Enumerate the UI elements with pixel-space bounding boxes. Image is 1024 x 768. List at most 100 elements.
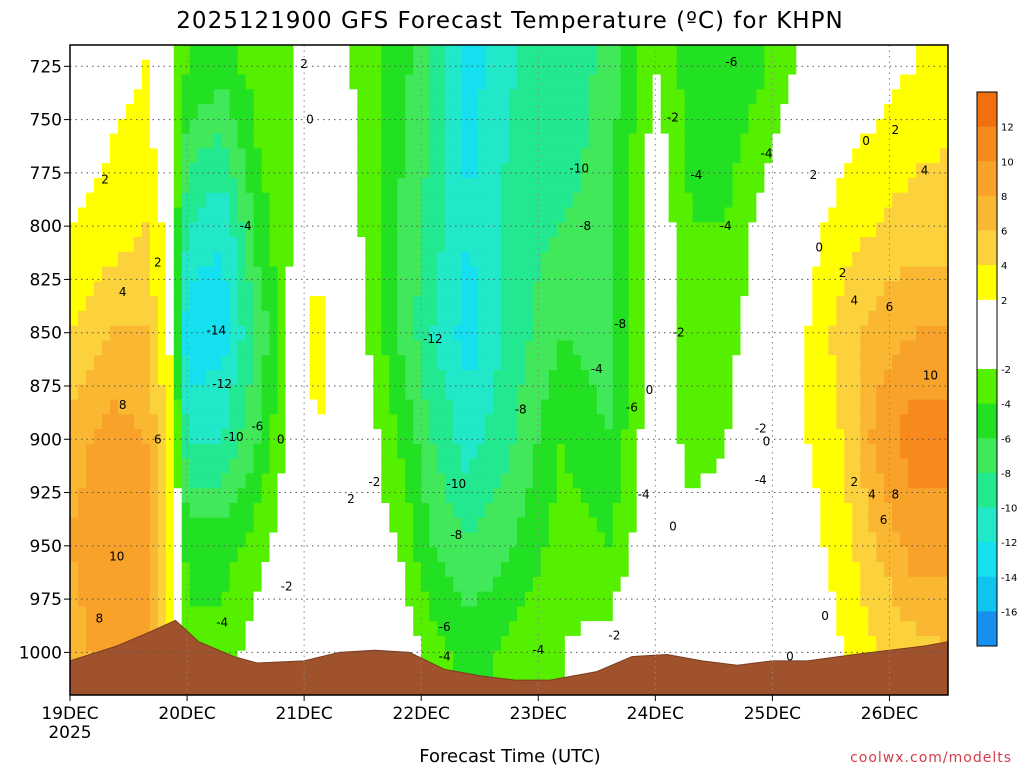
temperature-cell (668, 443, 678, 460)
temperature-cell (70, 163, 79, 179)
temperature-cell (70, 74, 79, 90)
temperature-cell (852, 547, 861, 563)
temperature-cell (149, 296, 159, 312)
temperature-cell (397, 251, 406, 268)
temperature-cell (540, 458, 550, 474)
temperature-cell (93, 104, 103, 120)
temperature-cell (924, 296, 933, 312)
temperature-cell (884, 340, 893, 356)
temperature-cell (429, 325, 438, 342)
temperature-cell (173, 355, 183, 371)
temperature-cell (596, 281, 606, 297)
temperature-cell (820, 296, 829, 312)
temperature-cell (413, 488, 422, 504)
temperature-cell (892, 547, 901, 563)
temperature-cell (668, 503, 678, 519)
temperature-cell (245, 89, 255, 105)
temperature-cell (70, 133, 79, 149)
plot-frame (69, 44, 949, 696)
temperature-cell (828, 591, 837, 607)
temperature-cell (493, 222, 502, 238)
temperature-cell (389, 281, 398, 297)
temperature-cell (732, 621, 742, 637)
temperature-cell (876, 237, 885, 253)
temperature-cell (349, 532, 358, 548)
temperature-cell (572, 59, 582, 76)
temperature-cell (788, 635, 797, 652)
temperature-cell (78, 237, 87, 253)
temperature-cell (804, 443, 813, 460)
temperature-cell (141, 562, 151, 578)
temperature-cell (924, 606, 933, 622)
temperature-cell (389, 503, 398, 519)
temperature-cell (309, 340, 319, 356)
temperature-cell (612, 207, 622, 223)
temperature-cell (125, 163, 135, 179)
temperature-cell (141, 281, 151, 297)
temperature-cell (836, 621, 845, 637)
temperature-cell (421, 370, 430, 386)
temperature-cell (141, 443, 151, 460)
temperature-cell (389, 547, 398, 563)
temperature-cell (652, 473, 662, 489)
temperature-cell (644, 59, 654, 76)
terrain-surface (70, 619, 948, 695)
temperature-cell (469, 325, 478, 342)
temperature-cell (86, 163, 95, 179)
temperature-cell (772, 266, 781, 282)
temperature-cell (620, 384, 630, 401)
temperature-cell (277, 192, 287, 209)
temperature-cell (660, 192, 670, 209)
temperature-cell (884, 148, 893, 164)
temperature-cell (517, 384, 526, 401)
temperature-cell (181, 45, 191, 61)
temperature-cell (908, 251, 917, 268)
temperature-cell (876, 310, 885, 327)
temperature-cell (117, 192, 127, 209)
temperature-cell (740, 384, 750, 401)
temperature-cell (109, 104, 119, 120)
temperature-cell (301, 148, 311, 164)
temperature-cell (453, 547, 462, 563)
temperature-cell (844, 621, 853, 637)
temperature-cell (517, 133, 526, 149)
temperature-cell (548, 635, 558, 652)
temperature-cell (253, 192, 263, 209)
temperature-cell (684, 532, 694, 548)
temperature-cell (836, 370, 845, 386)
temperature-cell (836, 251, 845, 268)
temperature-cell (732, 45, 742, 61)
temperature-cell (525, 74, 534, 90)
contour-label: -2 (673, 326, 685, 340)
temperature-cell (365, 251, 374, 268)
temperature-cell (780, 325, 789, 342)
temperature-cell (892, 562, 901, 578)
temperature-cell (652, 370, 662, 386)
temperature-cell (748, 59, 758, 76)
temperature-cell (501, 473, 510, 489)
temperature-cell (277, 591, 287, 607)
temperature-cell (724, 59, 734, 76)
temperature-cell (245, 296, 255, 312)
temperature-cell (660, 89, 670, 105)
temperature-cell (293, 237, 303, 253)
temperature-cell (676, 59, 686, 76)
temperature-cell (149, 562, 159, 578)
temperature-cell (532, 562, 542, 578)
temperature-cell (532, 207, 542, 223)
temperature-cell (237, 355, 247, 371)
temperature-cell (501, 118, 510, 135)
temperature-cell (117, 370, 127, 386)
temperature-cell (764, 266, 773, 282)
temperature-cell (93, 606, 103, 622)
temperature-cell (445, 443, 454, 460)
temperature-cell (860, 222, 869, 238)
y-tick-label: 750 (30, 111, 62, 131)
temperature-cell (828, 340, 837, 356)
temperature-cell (580, 89, 590, 105)
temperature-cell (421, 148, 430, 164)
temperature-cell (820, 576, 829, 593)
temperature-cell (517, 340, 526, 356)
temperature-cell (78, 429, 87, 445)
temperature-cell (676, 251, 686, 268)
